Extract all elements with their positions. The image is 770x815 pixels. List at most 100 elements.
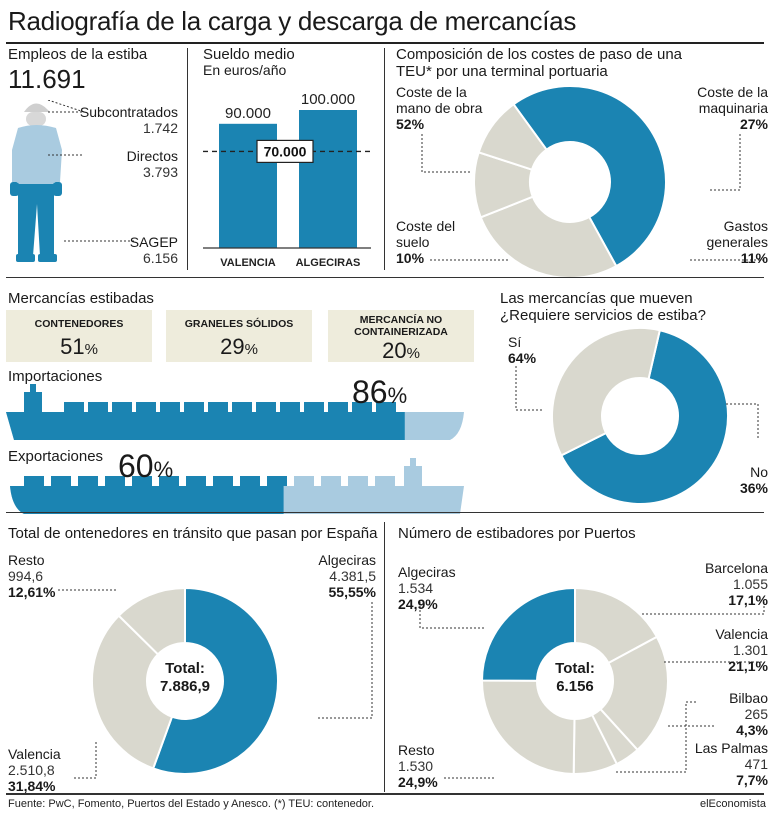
ship-container (186, 476, 206, 486)
ship-container (328, 402, 348, 412)
footer-source: Fuente: PwC, Fomento, Puertos del Estado… (8, 798, 375, 810)
ship-bridge (24, 392, 42, 412)
separator (384, 48, 385, 270)
mueven-si-pct: 64% (508, 350, 537, 366)
sueldo-heading: Sueldo medio (203, 46, 295, 63)
bar (299, 110, 357, 248)
mueven-no-label: No (750, 464, 768, 480)
ship-container (160, 402, 180, 412)
transito-value-resto: 994,6 (8, 568, 44, 584)
ship-container (375, 476, 395, 486)
estib-pct-barcelona: 17,1% (728, 592, 768, 608)
importaciones-unit: % (387, 383, 408, 408)
ship-container (159, 476, 179, 486)
estib-center-label: Total: (555, 660, 595, 677)
ship-container (88, 402, 108, 412)
estib-pct-resto: 24,9% (398, 774, 438, 790)
slice-barcelona (574, 586, 659, 665)
slice-no (551, 327, 661, 457)
slice-algeciras (480, 586, 576, 682)
ship-container (112, 402, 132, 412)
empleos-value-0: 1.742 (142, 120, 178, 136)
ship-container (267, 476, 287, 486)
ship-hull-share (6, 412, 405, 440)
estibadas-box-label: CONTENEDORES (34, 318, 124, 330)
estibadas-box-2: MERCANCÍA NO CONTAINERIZADA 20% (328, 310, 474, 363)
estibadas-box-value: 29 (220, 334, 245, 359)
transito-value-valencia: 2.510,8 (8, 762, 55, 778)
worker-figure-icon (10, 103, 62, 262)
ship-container (78, 476, 98, 486)
empleos-label-0: Subcontratados (79, 104, 178, 120)
ship-container (256, 402, 276, 412)
mueven-subheading: ¿Requiere servicios de estiba? (500, 307, 706, 324)
estib-value-algeciras: 1.534 (398, 580, 434, 596)
costes-pct-1: 27% (739, 116, 768, 132)
importaciones-label: Importaciones (8, 368, 103, 385)
ship-container (321, 476, 341, 486)
estibadas-box-value: 51 (60, 334, 85, 359)
slice-suelo (477, 102, 548, 171)
costes-heading: Composición de los costes de paso de una… (396, 46, 683, 80)
estib-label-barcelona: Barcelona (704, 560, 768, 576)
ship-mast (410, 458, 416, 466)
reference-label: 70.000 (264, 143, 307, 159)
estib-label-resto: Resto (398, 742, 435, 758)
ship-container (132, 476, 152, 486)
ship-container (240, 476, 260, 486)
ship-mast (30, 384, 36, 392)
footer-brand: elEconomista (699, 798, 766, 810)
estib-label-laspalmas: Las Palmas (694, 740, 768, 756)
transito-leaders (58, 589, 373, 779)
ship-container (24, 476, 44, 486)
transito-label-resto: Resto (8, 552, 45, 568)
estib-pct-algeciras: 24,9% (398, 596, 438, 612)
transito-center-label: Total: (165, 660, 205, 677)
bar-category-label: ALGECIRAS (296, 257, 361, 269)
exportaciones-unit: % (153, 457, 174, 482)
transito-label-algeciras: Algeciras (318, 552, 376, 568)
mueven-si-label: Sí (508, 334, 522, 350)
sueldo-subheading: En euros/año (203, 62, 287, 78)
transito-heading: Total de ontenedores en tránsito que pas… (8, 525, 378, 542)
costes-label-1: Coste de la maquinaria (697, 84, 768, 116)
separator (187, 48, 188, 270)
transito-center: Total: 7.886,9 (145, 660, 225, 696)
estibadores-heading: Número de estibadores por Puertos (398, 525, 636, 542)
importaciones-value-wrap: 86% (352, 374, 407, 411)
mueven-heading: Las mercancías que mueven (500, 290, 693, 307)
slice-resto (481, 679, 576, 776)
estibadas-box-unit: % (406, 345, 420, 362)
estibadas-box-1: GRANELES SÓLIDOS 29% (166, 310, 312, 362)
estibadas-box-label: MERCANCÍA NO CONTAINERIZADA (354, 314, 448, 338)
page-title: Radiografía de la carga y descarga de me… (8, 6, 577, 36)
slice-mano-de-obra (512, 85, 667, 268)
ship-container (352, 402, 372, 412)
ship-container (105, 476, 125, 486)
mueven-donut (551, 327, 729, 505)
estib-pct-bilbao: 4,3% (736, 722, 768, 738)
estibadas-box-label: GRANELES SÓLIDOS (184, 318, 294, 330)
estibadas-box-unit: % (84, 341, 98, 358)
estibadas-heading: Mercancías estibadas (8, 290, 154, 307)
empleos-label-2: SAGEP (129, 234, 178, 250)
exportaciones-value-wrap: 60% (118, 448, 173, 485)
slice-valencia (599, 635, 669, 752)
bar-value-label: 90.000 (225, 105, 271, 122)
estib-value-bilbao: 265 (744, 706, 768, 722)
ship-container (376, 402, 396, 412)
estib-pct-laspalmas: 7,7% (736, 772, 768, 788)
importaciones-value: 86 (352, 374, 388, 410)
estib-center: Total: 6.156 (535, 660, 615, 696)
empleos-leaders (47, 100, 134, 242)
costes-pct-3: 10% (396, 250, 425, 266)
separator (6, 793, 764, 795)
estibadas-box-0: CONTENEDORES 51% (6, 310, 152, 362)
estibadores-donut (480, 586, 669, 776)
separator (384, 522, 385, 792)
ship-container (294, 476, 314, 486)
ship-container (280, 402, 300, 412)
transito-center-value: 7.886,9 (159, 678, 211, 695)
importaciones-ship (6, 384, 464, 440)
estib-value-barcelona: 1.055 (732, 576, 768, 592)
